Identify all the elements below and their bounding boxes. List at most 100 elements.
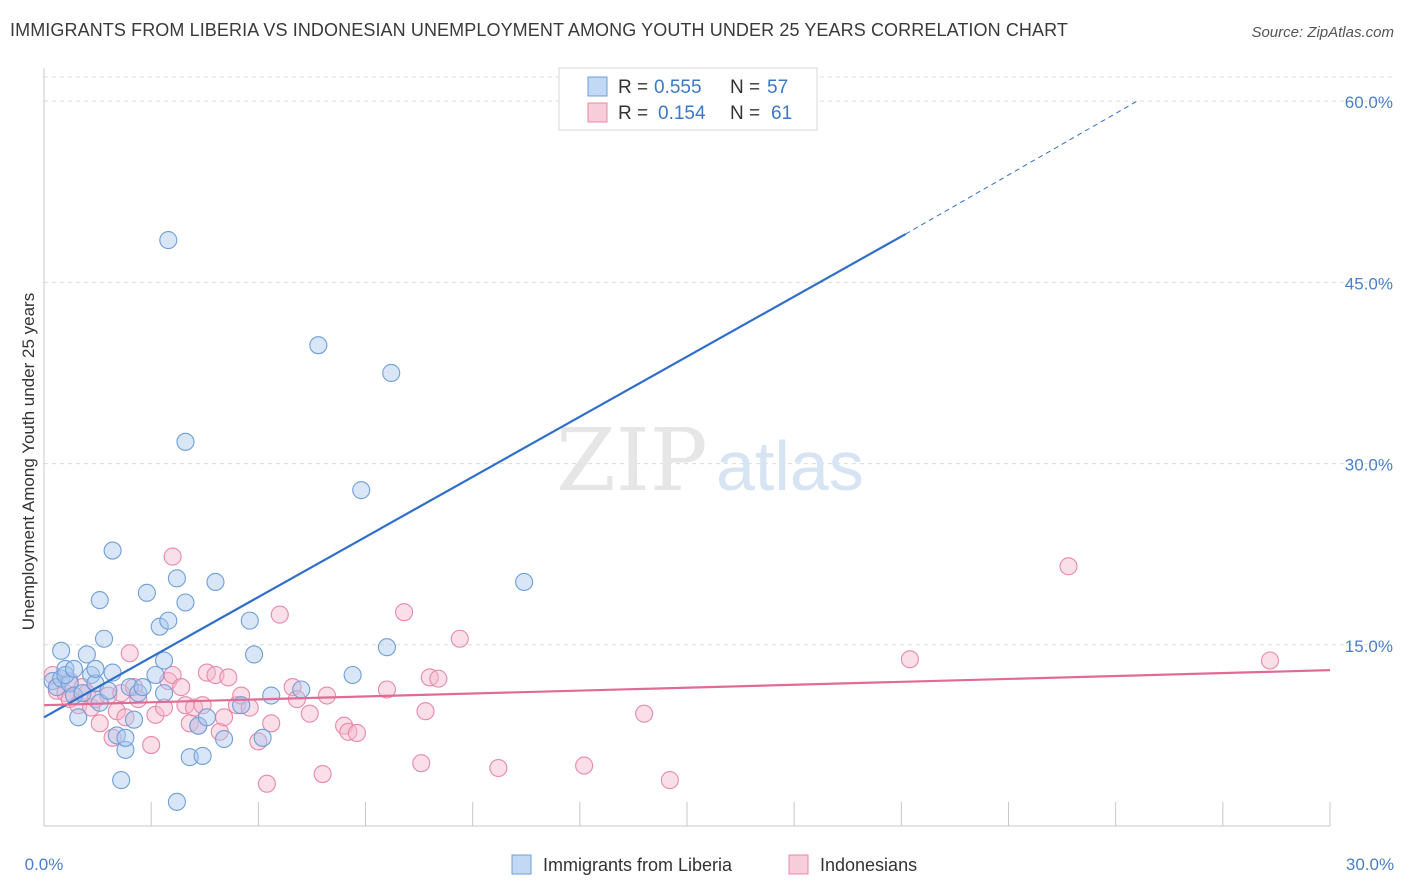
liberia-point bbox=[292, 680, 311, 699]
indonesians-point bbox=[270, 605, 289, 624]
liberia-point bbox=[352, 481, 371, 500]
indonesians-point bbox=[262, 714, 281, 733]
indonesians-point bbox=[163, 547, 182, 566]
indonesians-points bbox=[43, 547, 1280, 793]
series-label-indonesians: Indonesians bbox=[820, 855, 917, 875]
legend-n-label-1: N = bbox=[730, 77, 760, 98]
liberia-point bbox=[309, 336, 328, 355]
liberia-point bbox=[262, 686, 281, 705]
legend-n-label-2: N = bbox=[730, 103, 760, 124]
indonesians-point bbox=[450, 629, 469, 648]
liberia-point bbox=[206, 572, 225, 592]
watermark-zip: ZIP bbox=[556, 411, 708, 511]
trend-lines bbox=[43, 100, 1331, 719]
liberia-point bbox=[146, 665, 165, 685]
liberia-point bbox=[77, 645, 96, 664]
liberia-point bbox=[60, 674, 79, 693]
liberia-point bbox=[159, 231, 178, 250]
liberia-point bbox=[133, 678, 152, 697]
indonesians-point bbox=[154, 698, 174, 717]
correlation-legend: R = 0.555 N = 57 R = 0.154 N = 61 bbox=[558, 67, 818, 131]
legend-n-value-1: 57 bbox=[767, 77, 788, 98]
chart-title: IMMIGRANTS FROM LIBERIA VS INDONESIAN UN… bbox=[10, 20, 1069, 40]
indonesians-point bbox=[412, 754, 431, 773]
liberia-point bbox=[64, 659, 84, 679]
y-tick-label: 30.0% bbox=[1345, 456, 1393, 475]
x-tick-label: 30.0% bbox=[1346, 855, 1394, 874]
indonesians-point bbox=[660, 771, 679, 790]
indonesians-point bbox=[635, 704, 654, 723]
indonesians-point bbox=[1059, 557, 1078, 576]
series-swatch-indonesians bbox=[788, 854, 809, 875]
liberia-point bbox=[52, 641, 71, 660]
indonesians-point bbox=[300, 704, 319, 723]
indonesians-point bbox=[214, 708, 234, 727]
legend-r-label-1: R = bbox=[618, 77, 648, 98]
liberia-point bbox=[176, 593, 195, 612]
watermark-atlas: atlas bbox=[716, 427, 864, 505]
indonesians-trendline bbox=[43, 669, 1331, 707]
indonesians-point bbox=[90, 714, 109, 733]
liberia-point bbox=[86, 659, 105, 679]
grid-lines bbox=[44, 76, 1392, 646]
indonesians-point bbox=[395, 603, 414, 622]
indonesians-point bbox=[416, 702, 435, 721]
indonesians-point bbox=[257, 774, 276, 793]
axis-labels: 15.0% 30.0% 45.0% 60.0% 0.0% 30.0% Unemploymen… bbox=[19, 93, 1394, 874]
indonesians-point bbox=[575, 756, 594, 775]
indonesians-point bbox=[1260, 651, 1280, 670]
indonesians-point bbox=[313, 765, 332, 784]
liberia-point bbox=[377, 638, 396, 657]
y-tick-label: 15.0% bbox=[1345, 637, 1393, 656]
liberia-point bbox=[69, 708, 88, 727]
liberia-point bbox=[343, 665, 362, 685]
liberia-point bbox=[112, 771, 131, 790]
liberia-point bbox=[90, 591, 109, 610]
axes bbox=[43, 68, 1331, 827]
liberia-trendline-extension bbox=[905, 100, 1138, 235]
liberia-point bbox=[154, 651, 174, 670]
indonesians-point bbox=[429, 669, 448, 688]
indonesians-point bbox=[900, 650, 919, 669]
indonesians-point bbox=[120, 644, 139, 663]
y-tick-label: 60.0% bbox=[1345, 93, 1393, 112]
liberia-point bbox=[253, 728, 272, 747]
indonesians-point bbox=[317, 686, 336, 705]
legend-r-label-2: R = bbox=[618, 103, 648, 124]
liberia-point bbox=[124, 710, 144, 729]
legend-r-value-1: 0.555 bbox=[654, 77, 702, 98]
chart-source: Source: ZipAtlas.com bbox=[1251, 24, 1394, 41]
indonesians-point bbox=[219, 668, 238, 687]
liberia-point bbox=[244, 645, 264, 664]
liberia-point bbox=[103, 541, 122, 560]
y-axis-title: Unemployment Among Youth under 25 years bbox=[19, 293, 38, 630]
liberia-point bbox=[116, 728, 135, 747]
indonesians-point bbox=[172, 678, 191, 697]
liberia-point bbox=[167, 792, 186, 811]
indonesians-point bbox=[142, 736, 161, 755]
watermark: ZIP atlas bbox=[556, 411, 864, 511]
y-tick-label: 45.0% bbox=[1345, 274, 1393, 293]
indonesians-point bbox=[489, 758, 508, 778]
liberia-point bbox=[180, 748, 199, 767]
liberia-point bbox=[176, 432, 195, 451]
series-swatch-liberia bbox=[511, 854, 532, 875]
indonesians-point bbox=[347, 723, 366, 743]
liberia-trendline bbox=[43, 233, 907, 719]
liberia-point bbox=[197, 708, 216, 727]
indonesians-point bbox=[377, 680, 396, 699]
liberia-point bbox=[137, 583, 156, 602]
liberia-point bbox=[167, 569, 186, 588]
liberia-point bbox=[193, 746, 212, 765]
legend-swatch-pink bbox=[587, 102, 608, 123]
liberia-point bbox=[159, 611, 178, 630]
x-tick-label: 0.0% bbox=[25, 855, 64, 874]
series-legend: Immigrants from Liberia Indonesians bbox=[511, 854, 917, 875]
legend-n-value-2: 61 bbox=[771, 103, 792, 124]
liberia-point bbox=[94, 629, 114, 648]
liberia-point bbox=[154, 684, 174, 703]
legend-r-value-2: 0.154 bbox=[658, 103, 706, 124]
liberia-point bbox=[515, 572, 534, 592]
liberia-point bbox=[382, 363, 401, 383]
